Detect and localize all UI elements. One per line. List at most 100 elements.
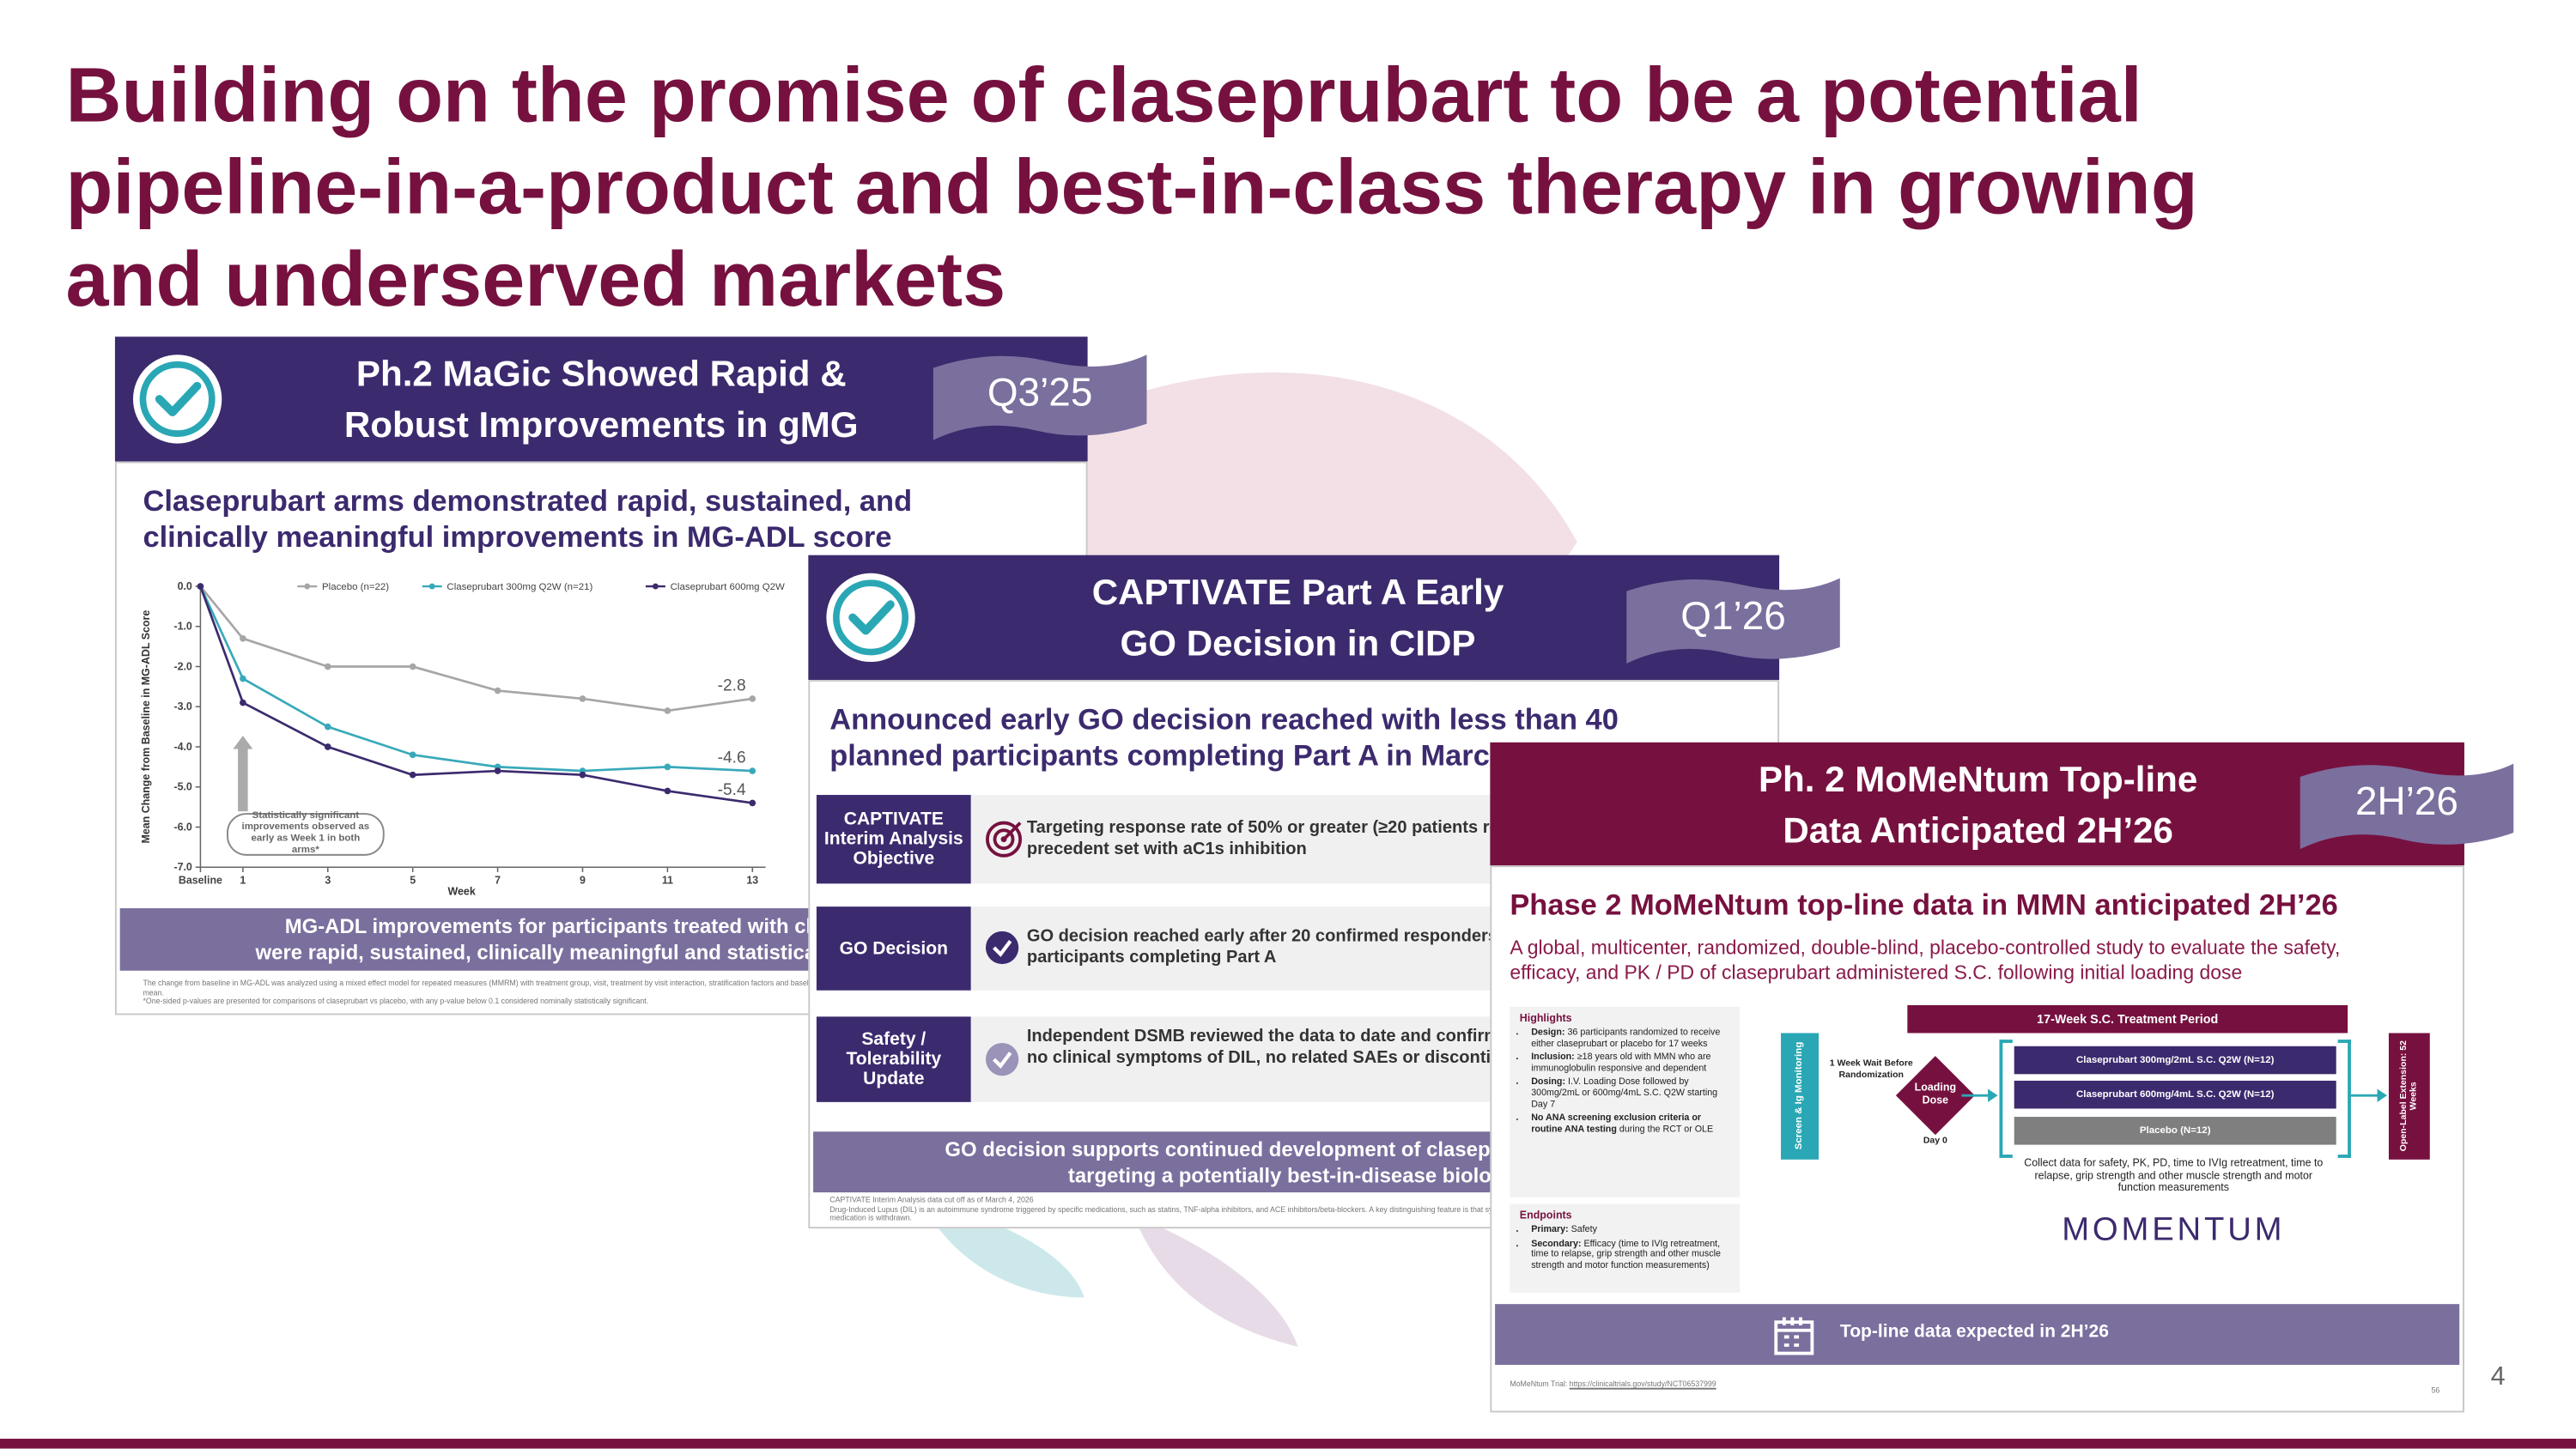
x-tick-label: 1 <box>240 874 246 886</box>
timing-badge: Q1’26 <box>1626 572 1840 667</box>
annotation-arrow <box>233 736 253 812</box>
y-tick-label: -6.0 <box>173 821 191 833</box>
x-tick-label: 3 <box>325 874 331 886</box>
legend-marker <box>428 583 435 590</box>
data-point <box>409 663 416 670</box>
footer-line: targeting a potentially best-in-disease … <box>1067 1163 1522 1187</box>
check-icon <box>132 355 222 444</box>
data-point <box>240 675 246 682</box>
data-point <box>579 771 586 779</box>
note-link: https://clinicaltrials.gov/study/NCT0653… <box>1569 1379 1716 1388</box>
arrow <box>1961 1088 1998 1102</box>
data-point <box>749 799 756 807</box>
list-item: Design: 36 participants randomized to re… <box>1531 1028 1730 1050</box>
list-item: Primary: Safety <box>1531 1225 1730 1236</box>
card-title-line: Ph. 2 MoMeNtum Top-line <box>1758 757 2198 799</box>
data-point <box>409 751 416 759</box>
heading-line: planned participants completing Part A i… <box>829 738 1583 773</box>
target-icon <box>985 821 1023 858</box>
arm-bar: Claseprubart 300mg/2mL S.C. Q2W (N=12) <box>2014 1046 2336 1075</box>
item-label: Primary: <box>1531 1225 1569 1235</box>
title-line: pipeline-in-a-product and best-in-class … <box>65 142 2198 230</box>
list-item: Inclusion: ≥18 years old with MMN who ar… <box>1531 1053 1730 1075</box>
chart-annotation: Statistically significant improvements o… <box>227 811 385 856</box>
check-icon <box>985 1042 1019 1076</box>
series-line <box>199 585 753 773</box>
legend-label: Claseprubart 600mg Q2W <box>671 582 785 592</box>
endpoints-box: Endpoints Primary: Safety Secondary: Eff… <box>1510 1203 1741 1293</box>
timing-badge: Q3’25 <box>933 349 1147 444</box>
y-tick-label: -4.0 <box>173 741 191 753</box>
box-title: Endpoints <box>1519 1210 1572 1222</box>
card-title: CAPTIVATE Part A Early GO Decision in CI… <box>939 555 1656 680</box>
card-title-line: Ph.2 MaGic Showed Rapid & <box>355 353 847 395</box>
list-item: Dosing: I.V. Loading Dose followed by 30… <box>1531 1078 1730 1111</box>
item-text: I.V. Loading Dose followed by 300mg/2mL … <box>1531 1077 1718 1110</box>
item-text: during the RCT or OLE <box>1619 1125 1714 1135</box>
list-item: Secondary: Efficacy (time to IVIg retrea… <box>1531 1240 1730 1272</box>
y-tick-label: 0.0 <box>178 580 192 592</box>
bottom-rule <box>0 1439 2576 1449</box>
item-label: No ANA screening exclusion criteria or r… <box>1531 1113 1702 1135</box>
collect-text: Collect data for safety, PK, PD, time to… <box>2024 1157 2324 1194</box>
data-point <box>409 771 416 779</box>
x-tick-label: 9 <box>580 874 586 886</box>
legend-label: Claseprubart 300mg Q2W (n=21) <box>447 582 592 592</box>
slide-number: 56 <box>2431 1385 2440 1395</box>
study-logo: MOMENTUM <box>2062 1212 2286 1249</box>
wait-text: 1 Week Wait Before Randomization <box>1829 1059 1913 1080</box>
data-point <box>749 695 756 702</box>
x-tick-label: Baseline <box>179 874 222 886</box>
item-label: Dosing: <box>1531 1077 1566 1088</box>
data-point <box>494 767 501 774</box>
item-text: Efficacy (time to IVIg retreatment, time… <box>1531 1239 1721 1271</box>
arm-bar: Placebo (N=12) <box>2014 1117 2336 1145</box>
highlights-box: Highlights Design: 36 participants rando… <box>1510 1006 1741 1197</box>
heading-line: clinically meaningful improvements in MG… <box>143 520 892 554</box>
heading-line: Announced early GO decision reached with… <box>829 702 1619 737</box>
series-line <box>199 585 753 712</box>
highlights-list: Design: 36 participants randomized to re… <box>1520 1028 1730 1136</box>
card-title-line: Data Anticipated 2H’26 <box>1783 809 2173 851</box>
arm-bar: Claseprubart 600mg/4mL S.C. Q2W (N=12) <box>2014 1080 2336 1109</box>
y-tick-label: -1.0 <box>173 621 191 633</box>
legend-marker <box>652 583 659 590</box>
y-tick-label: -2.0 <box>173 660 191 672</box>
row-label: CAPTIVATE Interim Analysis Objective <box>816 795 971 884</box>
y-tick-label: -3.0 <box>173 700 191 712</box>
data-point <box>494 687 501 694</box>
page-number: 4 <box>2490 1363 2506 1391</box>
card-subtitle: A global, multicenter, randomized, doubl… <box>1510 936 2341 985</box>
card-heading: Claseprubart arms demonstrated rapid, su… <box>143 483 912 555</box>
check-icon <box>826 573 915 663</box>
data-point <box>664 787 671 795</box>
item-text: Safety <box>1571 1225 1597 1235</box>
timing-badge: 2H’26 <box>2300 757 2514 852</box>
row-label: Safety / Tolerability Update <box>816 1016 971 1102</box>
y-tick-label: -5.0 <box>173 781 191 793</box>
end-value-label: -5.4 <box>718 781 746 799</box>
data-point <box>240 699 246 706</box>
card-title-line: Robust Improvements in gMG <box>343 403 859 446</box>
legend-marker <box>304 583 311 590</box>
badge-text: Q1’26 <box>1680 594 1786 640</box>
card-heading: Phase 2 MoMeNtum top-line data in MMN an… <box>1510 888 2338 922</box>
data-point <box>197 583 204 590</box>
loading-text: Loading Dose <box>1914 1082 1957 1106</box>
x-tick-label: 13 <box>746 874 758 886</box>
data-point <box>749 767 756 774</box>
item-label: Design: <box>1531 1028 1565 1039</box>
bracket <box>2337 1040 2351 1158</box>
footnote: MoMeNtum Trial: https://clinicaltrials.g… <box>1510 1379 1716 1389</box>
row-label: GO Decision <box>816 906 971 991</box>
day-text: Day 0 <box>1923 1137 1947 1147</box>
card-title-line: CAPTIVATE Part A Early <box>1091 571 1504 613</box>
legend-label: Placebo (n=22) <box>322 582 389 592</box>
data-point <box>240 634 246 642</box>
footer-text: Top-line data expected in 2H’26 <box>1839 1322 2109 1343</box>
check-icon <box>985 931 1019 965</box>
endpoints-list: Primary: Safety Secondary: Efficacy (tim… <box>1520 1225 1730 1271</box>
